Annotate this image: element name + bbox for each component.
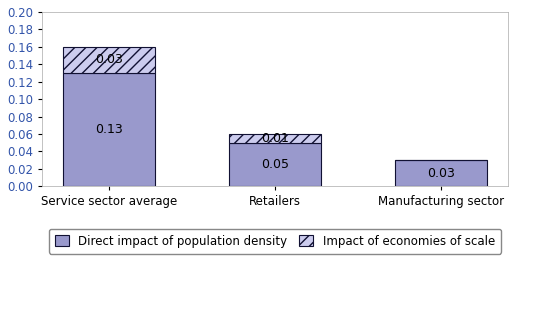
- Bar: [63, 73, 155, 186]
- Bar: [229, 134, 320, 143]
- Bar: [229, 143, 320, 186]
- Bar: [395, 160, 486, 186]
- Text: 0.03: 0.03: [427, 167, 455, 180]
- Legend: Direct impact of population density, Impact of economies of scale: Direct impact of population density, Imp…: [49, 229, 501, 254]
- Text: 0.05: 0.05: [261, 158, 289, 171]
- Text: 0.01: 0.01: [261, 132, 289, 145]
- Bar: [63, 47, 155, 73]
- Text: 0.03: 0.03: [95, 53, 123, 66]
- Text: 0.13: 0.13: [95, 123, 123, 136]
